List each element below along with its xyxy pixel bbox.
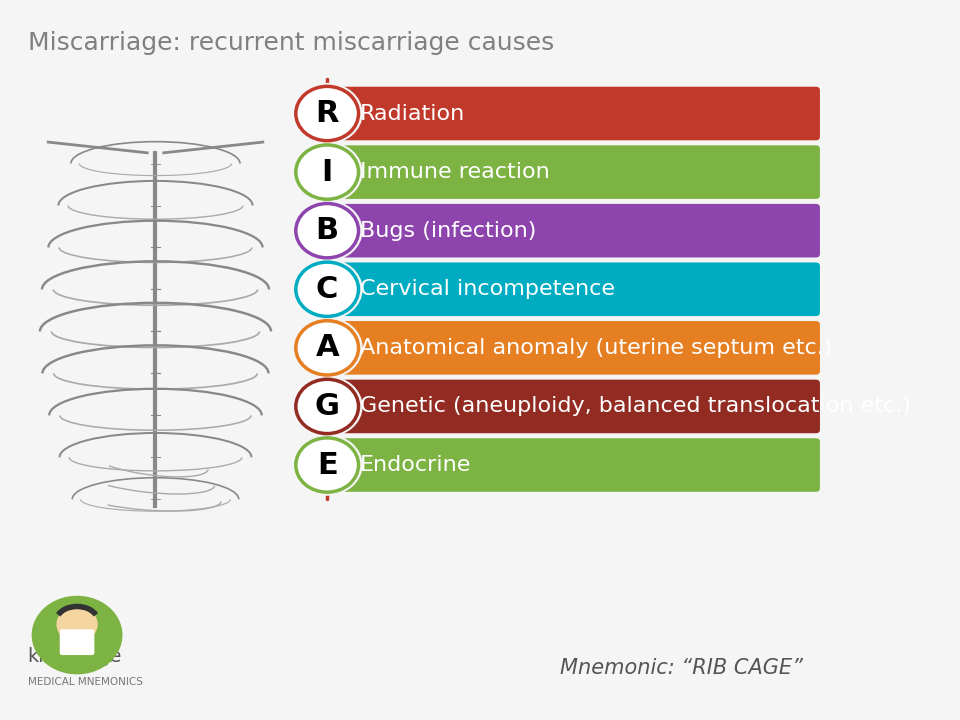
Text: MEDICAL MNEMONICS: MEDICAL MNEMONICS <box>28 678 142 687</box>
FancyBboxPatch shape <box>341 204 820 258</box>
FancyBboxPatch shape <box>60 629 94 655</box>
Text: Anatomical anomaly (uterine septum etc.): Anatomical anomaly (uterine septum etc.) <box>360 338 832 358</box>
Text: med: med <box>66 647 114 666</box>
Text: Mnemonic: “RIB CAGE”: Mnemonic: “RIB CAGE” <box>561 658 804 678</box>
Text: know: know <box>28 647 79 666</box>
Text: Immune reaction: Immune reaction <box>360 162 550 182</box>
Circle shape <box>296 145 358 199</box>
Text: C: C <box>316 275 338 304</box>
Text: G: G <box>315 392 340 421</box>
FancyBboxPatch shape <box>341 263 820 316</box>
Text: E: E <box>317 451 338 480</box>
Circle shape <box>296 379 358 433</box>
Text: Cervical incompetence: Cervical incompetence <box>360 279 615 300</box>
Circle shape <box>296 86 358 140</box>
Text: Endocrine: Endocrine <box>360 455 471 475</box>
Circle shape <box>57 606 98 642</box>
FancyBboxPatch shape <box>341 86 820 140</box>
Text: Radiation: Radiation <box>360 104 466 124</box>
Text: R: R <box>316 99 339 128</box>
Text: B: B <box>316 216 339 246</box>
Circle shape <box>292 141 363 203</box>
Text: ge: ge <box>98 647 122 666</box>
Circle shape <box>292 317 363 379</box>
Circle shape <box>292 434 363 496</box>
Text: A: A <box>315 333 339 362</box>
Text: I: I <box>322 158 333 186</box>
Circle shape <box>292 376 363 437</box>
Text: Genetic (aneuploidy, balanced translocation etc.): Genetic (aneuploidy, balanced translocat… <box>360 397 911 416</box>
FancyBboxPatch shape <box>341 145 820 199</box>
Text: Miscarriage: recurrent miscarriage causes: Miscarriage: recurrent miscarriage cause… <box>28 32 554 55</box>
Text: Bugs (infection): Bugs (infection) <box>360 221 537 240</box>
Circle shape <box>292 200 363 261</box>
Circle shape <box>292 258 363 320</box>
Circle shape <box>296 204 358 258</box>
FancyBboxPatch shape <box>341 379 820 433</box>
FancyBboxPatch shape <box>341 438 820 492</box>
FancyBboxPatch shape <box>341 321 820 374</box>
Circle shape <box>296 262 358 316</box>
Circle shape <box>32 595 123 675</box>
Circle shape <box>292 83 363 144</box>
Circle shape <box>296 320 358 375</box>
Circle shape <box>296 438 358 492</box>
